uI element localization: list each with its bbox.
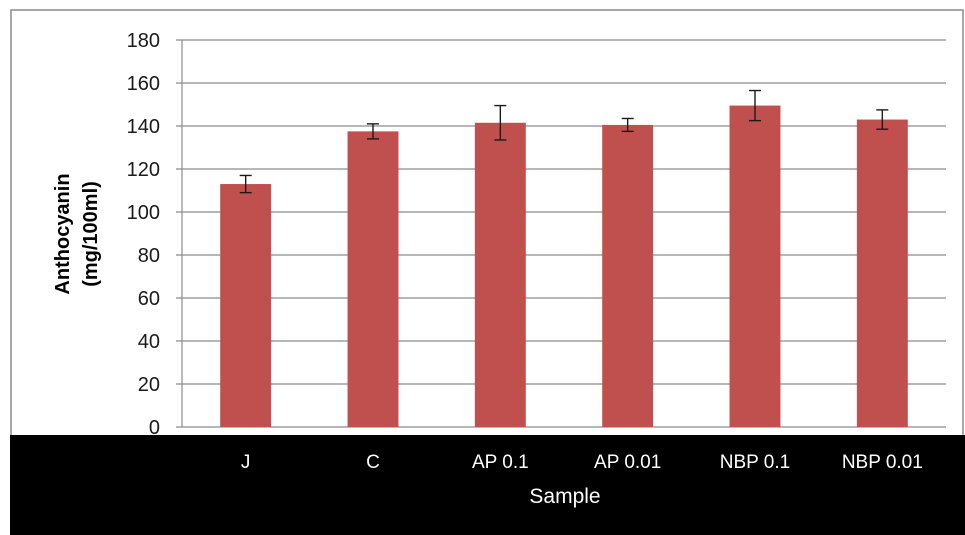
y-tick-label: 120	[127, 159, 160, 181]
bar	[347, 131, 399, 427]
footer-band	[10, 435, 965, 535]
bar	[602, 124, 654, 428]
bar	[729, 105, 781, 427]
x-tick-label: C	[366, 452, 380, 473]
y-tick-label: 140	[127, 116, 160, 138]
y-tick-label: 40	[138, 331, 160, 353]
y-tick-label: 100	[127, 202, 160, 224]
y-tick-label: 20	[138, 374, 160, 396]
x-tick-label: J	[241, 452, 251, 473]
y-tick-label: 160	[127, 73, 160, 95]
x-tick-label: NBP 0.01	[842, 452, 923, 473]
x-tick-label: NBP 0.1	[720, 452, 790, 473]
gridlines	[176, 39, 946, 428]
x-tick-label: AP 0.1	[472, 452, 529, 473]
x-tick-labels: J C AP 0.1 AP 0.01 NBP 0.1 NBP 0.01	[241, 452, 923, 473]
bar	[220, 184, 272, 427]
x-axis-title: Sample	[529, 485, 600, 508]
y-tick-label: 180	[127, 30, 160, 52]
y-tick-label: 80	[138, 245, 160, 267]
y-tick-label: 60	[138, 288, 160, 310]
x-tick-label: AP 0.01	[594, 452, 661, 473]
bar	[856, 119, 908, 428]
y-tick-label: 0	[149, 417, 160, 439]
error-bars	[239, 89, 889, 194]
bar	[474, 122, 526, 428]
y-axis-title-line-1: Anthocyanin	[52, 173, 74, 294]
y-tick-labels: 0 20 40 60 80 100 120 140 160 180	[127, 30, 160, 439]
bars	[220, 105, 908, 428]
y-axis-title-line-2: (mg/100ml)	[80, 181, 102, 287]
